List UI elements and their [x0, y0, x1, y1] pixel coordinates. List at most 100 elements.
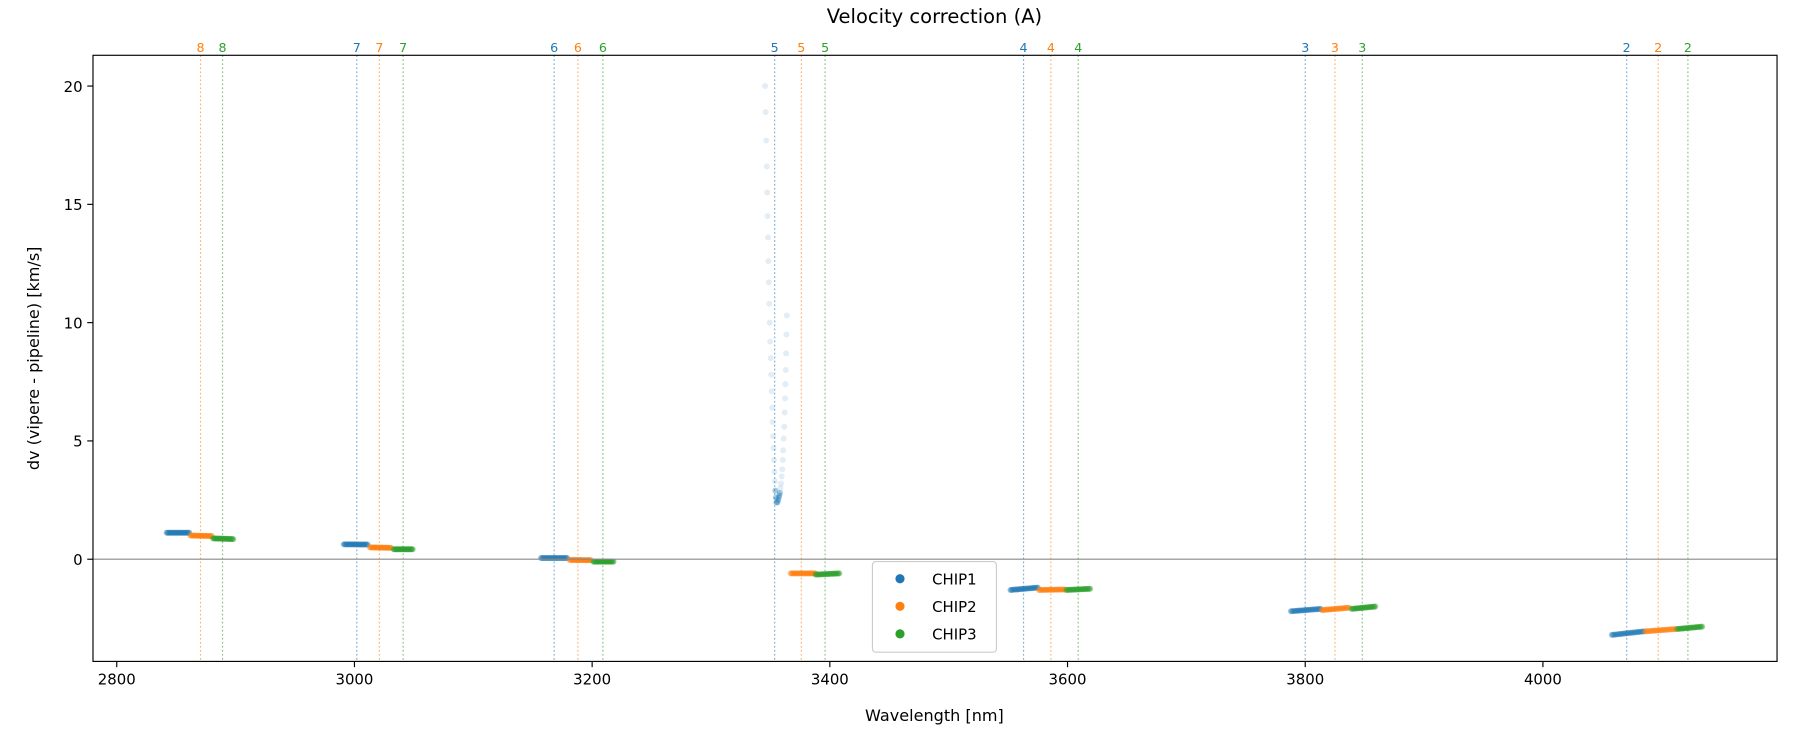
- data-point-chip2: [789, 570, 796, 577]
- data-point-chip1: [170, 529, 177, 536]
- data-point-chip3: [816, 571, 823, 578]
- y-tick-label: 15: [64, 196, 83, 214]
- x-tick-label: 3200: [573, 670, 611, 688]
- data-point-chip3: [815, 571, 822, 578]
- data-point-chip3: [1351, 605, 1358, 612]
- data-point-chip2: [1055, 586, 1062, 593]
- data-point-chip2: [1042, 586, 1049, 593]
- data-point-chip3: [599, 558, 606, 565]
- data-point-chip2: [569, 556, 576, 563]
- order-marker-label: 8: [197, 40, 205, 55]
- data-point-chip1: [1611, 631, 1618, 638]
- outlier-point-chip1: [762, 109, 769, 116]
- legend-marker-chip3: [895, 629, 905, 639]
- data-point-chip3: [1065, 586, 1072, 593]
- data-point-chip3: [1366, 604, 1373, 611]
- data-point-chip2: [1048, 586, 1055, 593]
- data-point-chip2: [1330, 606, 1337, 613]
- data-point-chip2: [1062, 586, 1069, 593]
- outlier-point-chip1: [771, 478, 778, 485]
- data-point-chip3: [1688, 624, 1695, 631]
- data-point-chip2: [576, 557, 583, 564]
- data-point-chip2: [1322, 606, 1329, 613]
- data-point-chip2: [1659, 627, 1666, 634]
- outlier-point-chip1: [780, 435, 787, 442]
- data-point-chip3: [592, 558, 599, 565]
- data-point-chip3: [404, 546, 411, 553]
- data-point-chip3: [228, 536, 235, 543]
- data-point-chip1: [1300, 607, 1307, 614]
- data-point-chip1: [340, 541, 347, 548]
- data-point-chip3: [597, 558, 604, 565]
- data-point-chip2: [371, 544, 378, 551]
- outlier-point-chip1: [782, 395, 789, 402]
- data-point-chip3: [1694, 624, 1701, 631]
- data-point-chip2: [1334, 605, 1341, 612]
- data-point-chip1: [172, 529, 179, 536]
- data-point-chip2: [366, 544, 373, 551]
- outlier-point-chip1: [770, 433, 777, 440]
- data-point-chip2: [791, 570, 798, 577]
- data-point-chip3: [1071, 586, 1078, 593]
- data-point-chip1: [1622, 630, 1629, 637]
- data-point-chip2: [1331, 605, 1338, 612]
- data-point-chip3: [402, 546, 409, 553]
- data-point-chip2: [378, 544, 385, 551]
- order-marker-label: 3: [1301, 40, 1309, 55]
- data-point-chip3: [1679, 625, 1686, 632]
- outlier-point-chip1: [770, 456, 777, 463]
- data-point-chip2: [1328, 606, 1335, 613]
- data-point-chip1: [183, 529, 190, 536]
- data-point-chip3: [1084, 585, 1090, 592]
- data-point-chip2: [585, 557, 592, 564]
- data-point-chip3: [221, 535, 228, 542]
- data-point-chip2: [388, 544, 395, 551]
- data-point-chip1: [1024, 585, 1031, 592]
- data-point-chip2: [1664, 626, 1671, 633]
- outlier-point-chip1: [765, 279, 772, 286]
- data-point-chip1: [166, 529, 173, 536]
- data-point-chip2: [807, 570, 814, 577]
- data-point-chip2: [1329, 606, 1336, 613]
- data-point-chip1: [181, 529, 188, 536]
- data-point-chip3: [403, 546, 410, 553]
- data-point-chip3: [829, 570, 836, 577]
- data-point-chip3: [218, 535, 225, 542]
- data-point-chip3: [1076, 586, 1083, 593]
- data-point-chip3: [396, 546, 403, 553]
- outlier-point-chip1: [763, 163, 770, 170]
- data-point-chip3: [222, 535, 229, 542]
- data-point-chip3: [595, 558, 602, 565]
- data-point-chip1: [186, 529, 193, 536]
- data-point-chip1: [1293, 607, 1300, 614]
- data-point-chip2: [1323, 606, 1330, 613]
- order-marker-label: 2: [1684, 40, 1692, 55]
- data-point-chip2: [797, 570, 804, 577]
- data-point-chip2: [193, 532, 200, 539]
- data-point-chip2: [201, 532, 208, 539]
- data-point-chip2: [188, 532, 195, 539]
- data-point-chip2: [1654, 627, 1661, 634]
- data-point-chip1: [182, 529, 189, 536]
- data-point-chip1: [175, 529, 182, 536]
- data-point-chip1: [1291, 607, 1298, 614]
- data-point-chip3: [836, 570, 843, 577]
- plot-frame: [92, 54, 1778, 662]
- data-point-chip2: [380, 544, 387, 551]
- data-point-chip2: [1662, 626, 1669, 633]
- data-point-chip3: [407, 546, 414, 553]
- data-point-chip2: [379, 544, 385, 551]
- data-point-chip3: [610, 558, 617, 565]
- data-point-chip3: [833, 570, 840, 577]
- data-point-chip3: [211, 535, 218, 542]
- data-point-chip3: [1069, 586, 1076, 593]
- data-point-chip1: [1629, 629, 1636, 636]
- data-point-chip3: [1358, 604, 1365, 611]
- data-point-chip2: [375, 544, 382, 551]
- data-point-chip2: [799, 570, 806, 577]
- legend-label-chip2: CHIP2: [932, 598, 977, 616]
- data-point-chip2: [571, 556, 578, 563]
- order-marker-label: 5: [797, 40, 805, 55]
- data-point-chip3: [393, 546, 400, 553]
- outlier-point-chip1: [779, 466, 786, 473]
